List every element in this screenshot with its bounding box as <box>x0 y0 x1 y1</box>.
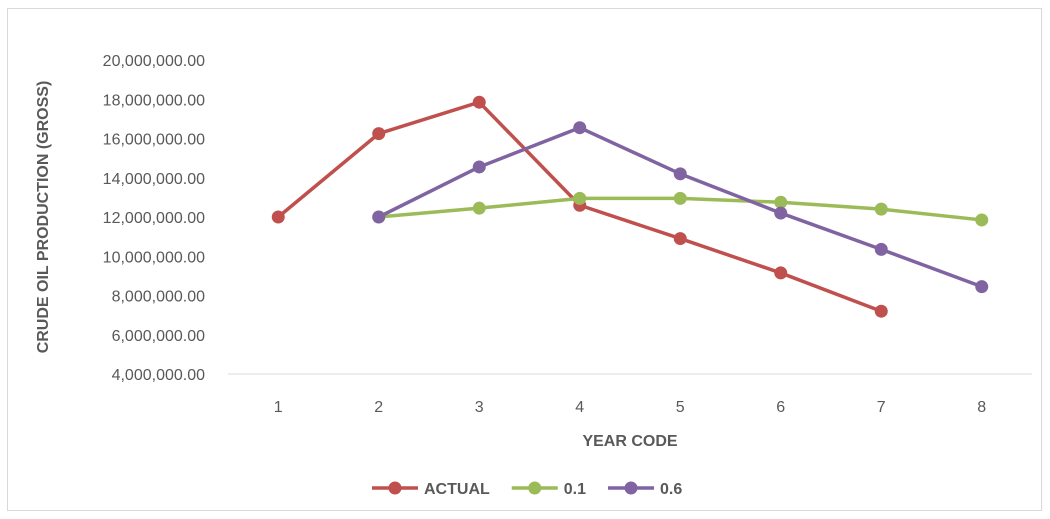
x-tick-label: 6 <box>776 399 785 416</box>
y-tick-label: 10,000,000.00 <box>103 249 205 266</box>
legend-marker-0-6 <box>624 481 638 495</box>
chart-frame <box>7 8 1042 511</box>
y-axis-title: CRUDE OIL PRODUCTION (GROSS) <box>35 81 52 354</box>
series-line-0-6 <box>377 125 984 289</box>
legend-label-0-1: 0.1 <box>564 481 586 498</box>
x-tick-label: 1 <box>274 399 283 416</box>
data-point-0-1 <box>472 201 486 215</box>
data-point-0-6 <box>975 280 989 294</box>
y-tick-label: 16,000,000.00 <box>103 132 205 149</box>
y-tick-label: 12,000,000.00 <box>103 210 205 227</box>
x-tick-labels: 1 2 3 4 5 6 7 8 <box>274 399 987 416</box>
y-tick-label: 4,000,000.00 <box>112 367 206 384</box>
y-tick-label: 18,000,000.00 <box>103 92 205 109</box>
legend-marker-0-1 <box>528 481 542 495</box>
y-tick-labels: 4,000,000.00 6,000,000.00 8,000,000.00 10,0… <box>103 53 205 384</box>
y-tick-label: 6,000,000.00 <box>112 328 206 345</box>
legend-item-actual: ACTUAL <box>372 481 490 498</box>
data-point-0-6 <box>472 160 486 174</box>
data-point-actual <box>271 210 285 224</box>
data-point-0-6 <box>372 210 386 224</box>
legend-marker-actual <box>388 481 402 495</box>
x-axis-title: YEAR CODE <box>582 433 677 450</box>
data-point-0-1 <box>573 191 587 205</box>
x-tick-label: 3 <box>475 399 484 416</box>
x-tick-label: 7 <box>877 399 886 416</box>
data-point-0-1 <box>673 191 687 205</box>
x-tick-label: 2 <box>374 399 383 416</box>
y-tick-label: 14,000,000.00 <box>103 171 205 188</box>
x-tick-label: 4 <box>575 399 584 416</box>
data-point-actual <box>673 232 687 246</box>
data-point-actual <box>774 266 788 280</box>
data-point-actual <box>372 127 386 141</box>
legend: ACTUAL 0.1 0.6 <box>372 481 682 498</box>
y-tick-label: 8,000,000.00 <box>112 289 206 306</box>
legend-item-0-6: 0.6 <box>608 481 682 498</box>
data-point-0-6 <box>573 121 587 135</box>
legend-label-actual: ACTUAL <box>424 481 490 498</box>
data-point-0-6 <box>874 242 888 256</box>
data-point-0-1 <box>774 195 788 209</box>
data-point-0-1 <box>874 202 888 216</box>
x-tick-label: 5 <box>676 399 685 416</box>
legend-label-0-6: 0.6 <box>660 481 682 498</box>
x-tick-label: 8 <box>977 399 986 416</box>
y-tick-label: 20,000,000.00 <box>103 53 205 70</box>
series-points <box>271 95 989 318</box>
legend-item-0-1: 0.1 <box>511 481 586 498</box>
data-point-actual <box>472 95 486 109</box>
data-point-0-6 <box>774 206 788 220</box>
data-point-actual <box>874 304 888 318</box>
data-point-0-1 <box>975 213 989 227</box>
data-point-0-6 <box>673 167 687 181</box>
